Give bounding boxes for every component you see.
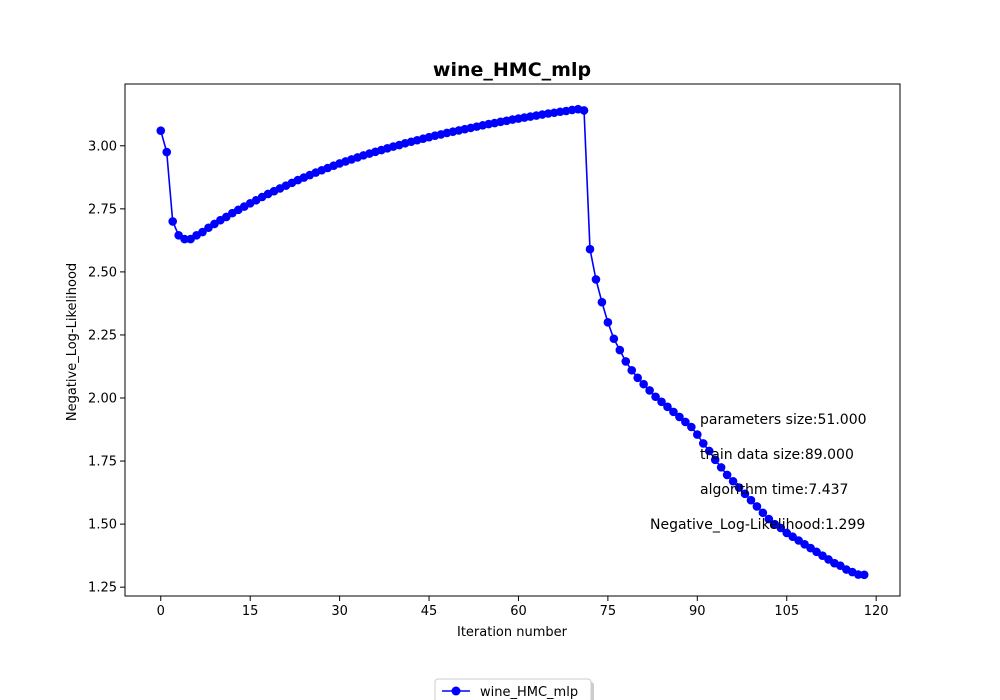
x-tick-label: 45: [421, 604, 438, 619]
x-tick-label: 0: [157, 604, 165, 619]
data-point: [651, 392, 660, 402]
data-point: [752, 502, 762, 511]
y-axis-label: Negative_Log-Likelihood: [65, 263, 80, 421]
data-point: [740, 489, 750, 499]
data-point: [603, 318, 613, 327]
data-point: [746, 495, 756, 505]
annotation-algorithm-time: algorithm time:7.437: [700, 482, 848, 498]
data-point: [675, 412, 684, 422]
y-tick-label: 1.75: [88, 455, 117, 470]
legend-marker: [451, 686, 461, 696]
x-tick-label: 75: [600, 604, 617, 619]
data-point: [615, 345, 625, 355]
plot-area: [125, 84, 900, 596]
data-point: [162, 147, 172, 157]
data-point: [722, 470, 732, 480]
series-layer: [156, 104, 869, 580]
data-point: [585, 244, 595, 254]
data-point: [776, 523, 786, 533]
legend-label: wine_HMC_mlp: [480, 685, 578, 700]
data-point: [687, 422, 696, 432]
data-point: [591, 275, 601, 284]
data-point: [156, 126, 166, 135]
x-tick-label: 105: [774, 604, 799, 619]
data-point: [681, 417, 690, 427]
data-point: [633, 373, 642, 383]
data-point: [198, 227, 207, 237]
y-tick-label: 1.50: [88, 518, 117, 533]
y-tick-label: 2.75: [88, 202, 117, 217]
data-point: [657, 397, 666, 407]
chart-title: wine_HMC_mlp: [433, 59, 591, 81]
data-point: [669, 407, 678, 417]
x-axis: 0 15 30 45 60 75 90 105 120: [157, 596, 889, 619]
y-tick-label: 2.00: [88, 392, 117, 407]
data-point: [698, 439, 708, 448]
data-point: [180, 234, 189, 244]
data-point: [597, 297, 607, 307]
data-point: [168, 217, 177, 226]
x-tick-label: 60: [510, 604, 527, 619]
data-point: [627, 365, 637, 375]
y-axis: 1.25 1.50 1.75 2.00 2.25 2.50 2.75 3.00: [88, 139, 125, 596]
x-tick-label: 30: [331, 604, 348, 619]
data-point: [710, 455, 720, 465]
data-point: [609, 334, 619, 344]
data-point: [639, 379, 648, 389]
y-tick-label: 3.00: [88, 139, 117, 154]
y-tick-label: 2.25: [88, 328, 117, 343]
data-point: [758, 508, 768, 518]
data-point: [859, 570, 869, 580]
data-point: [579, 106, 589, 115]
data-point: [764, 514, 774, 524]
legend-box: [434, 678, 592, 700]
x-tick-label: 90: [689, 604, 706, 619]
data-point: [645, 386, 654, 395]
legend: wine_HMC_mlp: [434, 678, 594, 700]
data-point: [716, 463, 726, 472]
y-tick-label: 2.50: [88, 265, 117, 280]
data-point: [621, 357, 631, 366]
x-tick-label: 120: [864, 604, 889, 619]
annotation-negative-log-likelihood: Negative_Log-Likelihood:1.299: [650, 517, 865, 533]
data-point: [693, 430, 702, 439]
data-point: [734, 483, 744, 492]
data-point: [663, 402, 672, 412]
x-tick-label: 15: [242, 604, 259, 619]
data-point: [704, 446, 714, 456]
annotation-train-data-size: train data size:89.000: [700, 447, 854, 463]
x-axis-label: Iteration number: [457, 625, 568, 640]
data-point: [728, 476, 738, 486]
plot-frame: [124, 83, 901, 597]
annotation-parameters-size: parameters size:51.000: [700, 412, 867, 428]
y-tick-label: 1.25: [88, 581, 117, 596]
